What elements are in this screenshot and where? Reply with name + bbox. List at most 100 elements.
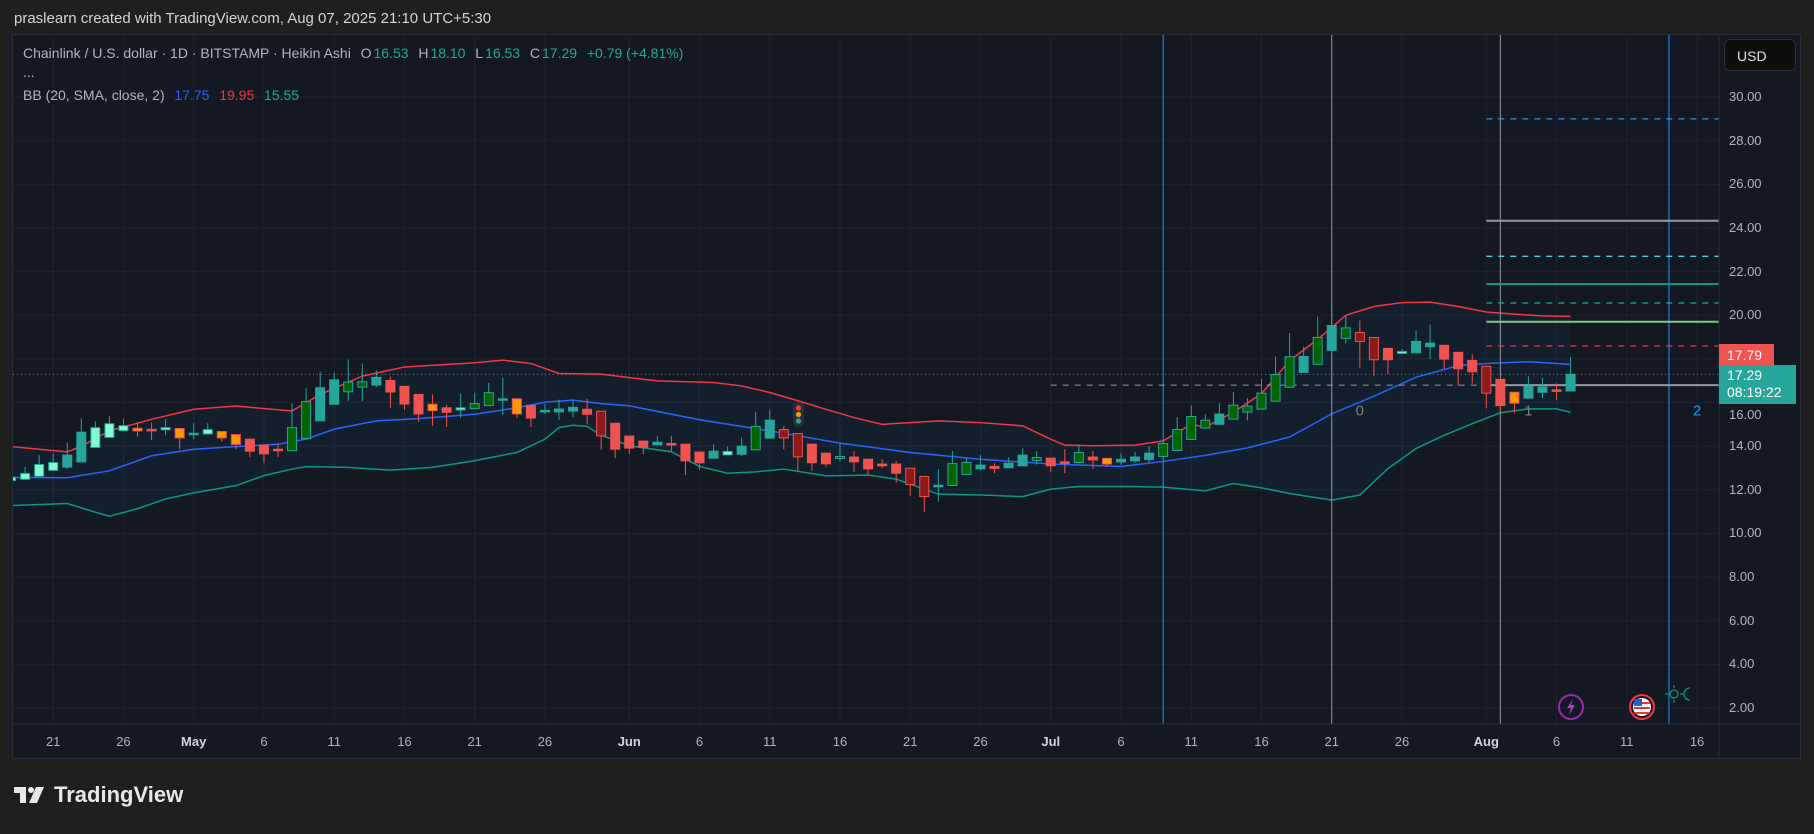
candle-body [666,443,677,446]
candle [680,443,691,476]
candle-body [1256,392,1267,410]
time-axis-label: 16 [1689,734,1705,749]
candle-body [1439,344,1450,360]
price-chart[interactable]: 0 1 2 [13,35,1801,758]
bb-fill [13,302,1571,517]
price-axis-label: 4.00 [1729,656,1755,672]
candle-body [582,408,593,415]
candle [1144,446,1155,463]
candle-body [1368,336,1379,361]
candle-body [849,456,860,463]
candle-body [1284,356,1295,388]
candle [118,418,129,432]
candle [1116,453,1126,465]
time-axis-label: May [181,734,207,749]
candle-body [708,450,719,459]
candle [1228,391,1239,420]
fib-label: 0 [1356,403,1364,420]
candle-body [188,432,199,436]
candle-body [1059,461,1070,464]
candle-body [118,425,129,432]
candle [273,444,283,457]
candle [947,451,958,486]
candle-body [933,484,944,488]
candle [1270,356,1281,402]
currency-button[interactable]: USD [1724,39,1796,71]
legend-bb-row: BB (20, SMA, close, 2) 17.75 19.95 15.55 [23,87,301,103]
candle [1073,444,1084,464]
candle-body [596,410,607,437]
candle-body [1214,413,1225,425]
low-label: L [475,45,484,61]
candle [961,457,972,476]
close-value: 17.29 [542,45,578,61]
candle-body [1354,331,1365,342]
candle-body [680,443,691,462]
candle [722,446,733,456]
candle-body [806,443,817,464]
candle [525,404,536,428]
candle-body [919,475,930,498]
candle [1059,449,1070,474]
candle-body [1130,456,1141,462]
candle [750,412,761,451]
candle [371,370,382,388]
symbol-title[interactable]: Chainlink / U.S. dollar · 1D · BITSTAMP … [23,45,351,61]
candle [1172,417,1183,452]
candle-body [1073,451,1084,464]
candle [497,377,508,415]
candle-body [820,452,831,465]
time-axis-label: 16 [397,734,412,749]
candle [357,363,368,401]
candle-body [835,455,845,459]
candle [764,410,775,439]
bb-indicator-label[interactable]: BB (20, SMA, close, 2) [23,87,165,103]
price-axis-label: 24.00 [1729,219,1762,235]
candle [877,459,888,469]
candle [638,440,649,455]
time-axis-label: 26 [116,734,131,749]
candle-body [1298,355,1309,373]
candle [385,376,396,408]
candle [554,399,564,420]
candle-body [1453,351,1464,370]
candle-body [1087,456,1098,461]
candle [863,458,874,475]
candle-body [1200,419,1211,429]
traffic-light-icon[interactable] [793,402,804,427]
candle [596,410,607,450]
candle-body [1481,365,1492,394]
candle [20,467,31,480]
candle-body [722,450,733,456]
candle [1017,448,1028,467]
candle [820,452,831,468]
bb-lower-value: 15.55 [264,87,300,103]
candle [104,416,115,438]
candle [202,423,213,435]
tradingview-logo[interactable]: TradingView [14,782,183,808]
bb-upper-value: 19.95 [219,87,255,103]
candle [1481,365,1492,409]
last-price-value: 17.29 [1727,367,1763,383]
time-axis-label: 6 [1552,734,1561,749]
candle-body [385,379,396,393]
candle-body [20,472,31,480]
candle [835,442,845,462]
lightning-event-icon[interactable] [1558,694,1584,720]
candle [666,436,677,452]
candle [610,422,621,459]
candle-body [1003,462,1014,469]
candle-body [975,464,986,470]
price-axis-label: 16.00 [1729,407,1762,422]
last-price-label: 17.29 08:19:22 [1719,365,1796,404]
candle-body [132,427,143,432]
candle [1298,346,1309,373]
legend-more-button[interactable]: ... [23,64,35,80]
time-axis-label: 11 [1620,734,1634,749]
candle [624,435,635,455]
candle [62,442,73,470]
candle-body [1411,340,1422,354]
us-flag-event-icon[interactable] [1629,694,1655,720]
candle-body [947,463,958,486]
price-axis-label: 6.00 [1729,612,1755,628]
